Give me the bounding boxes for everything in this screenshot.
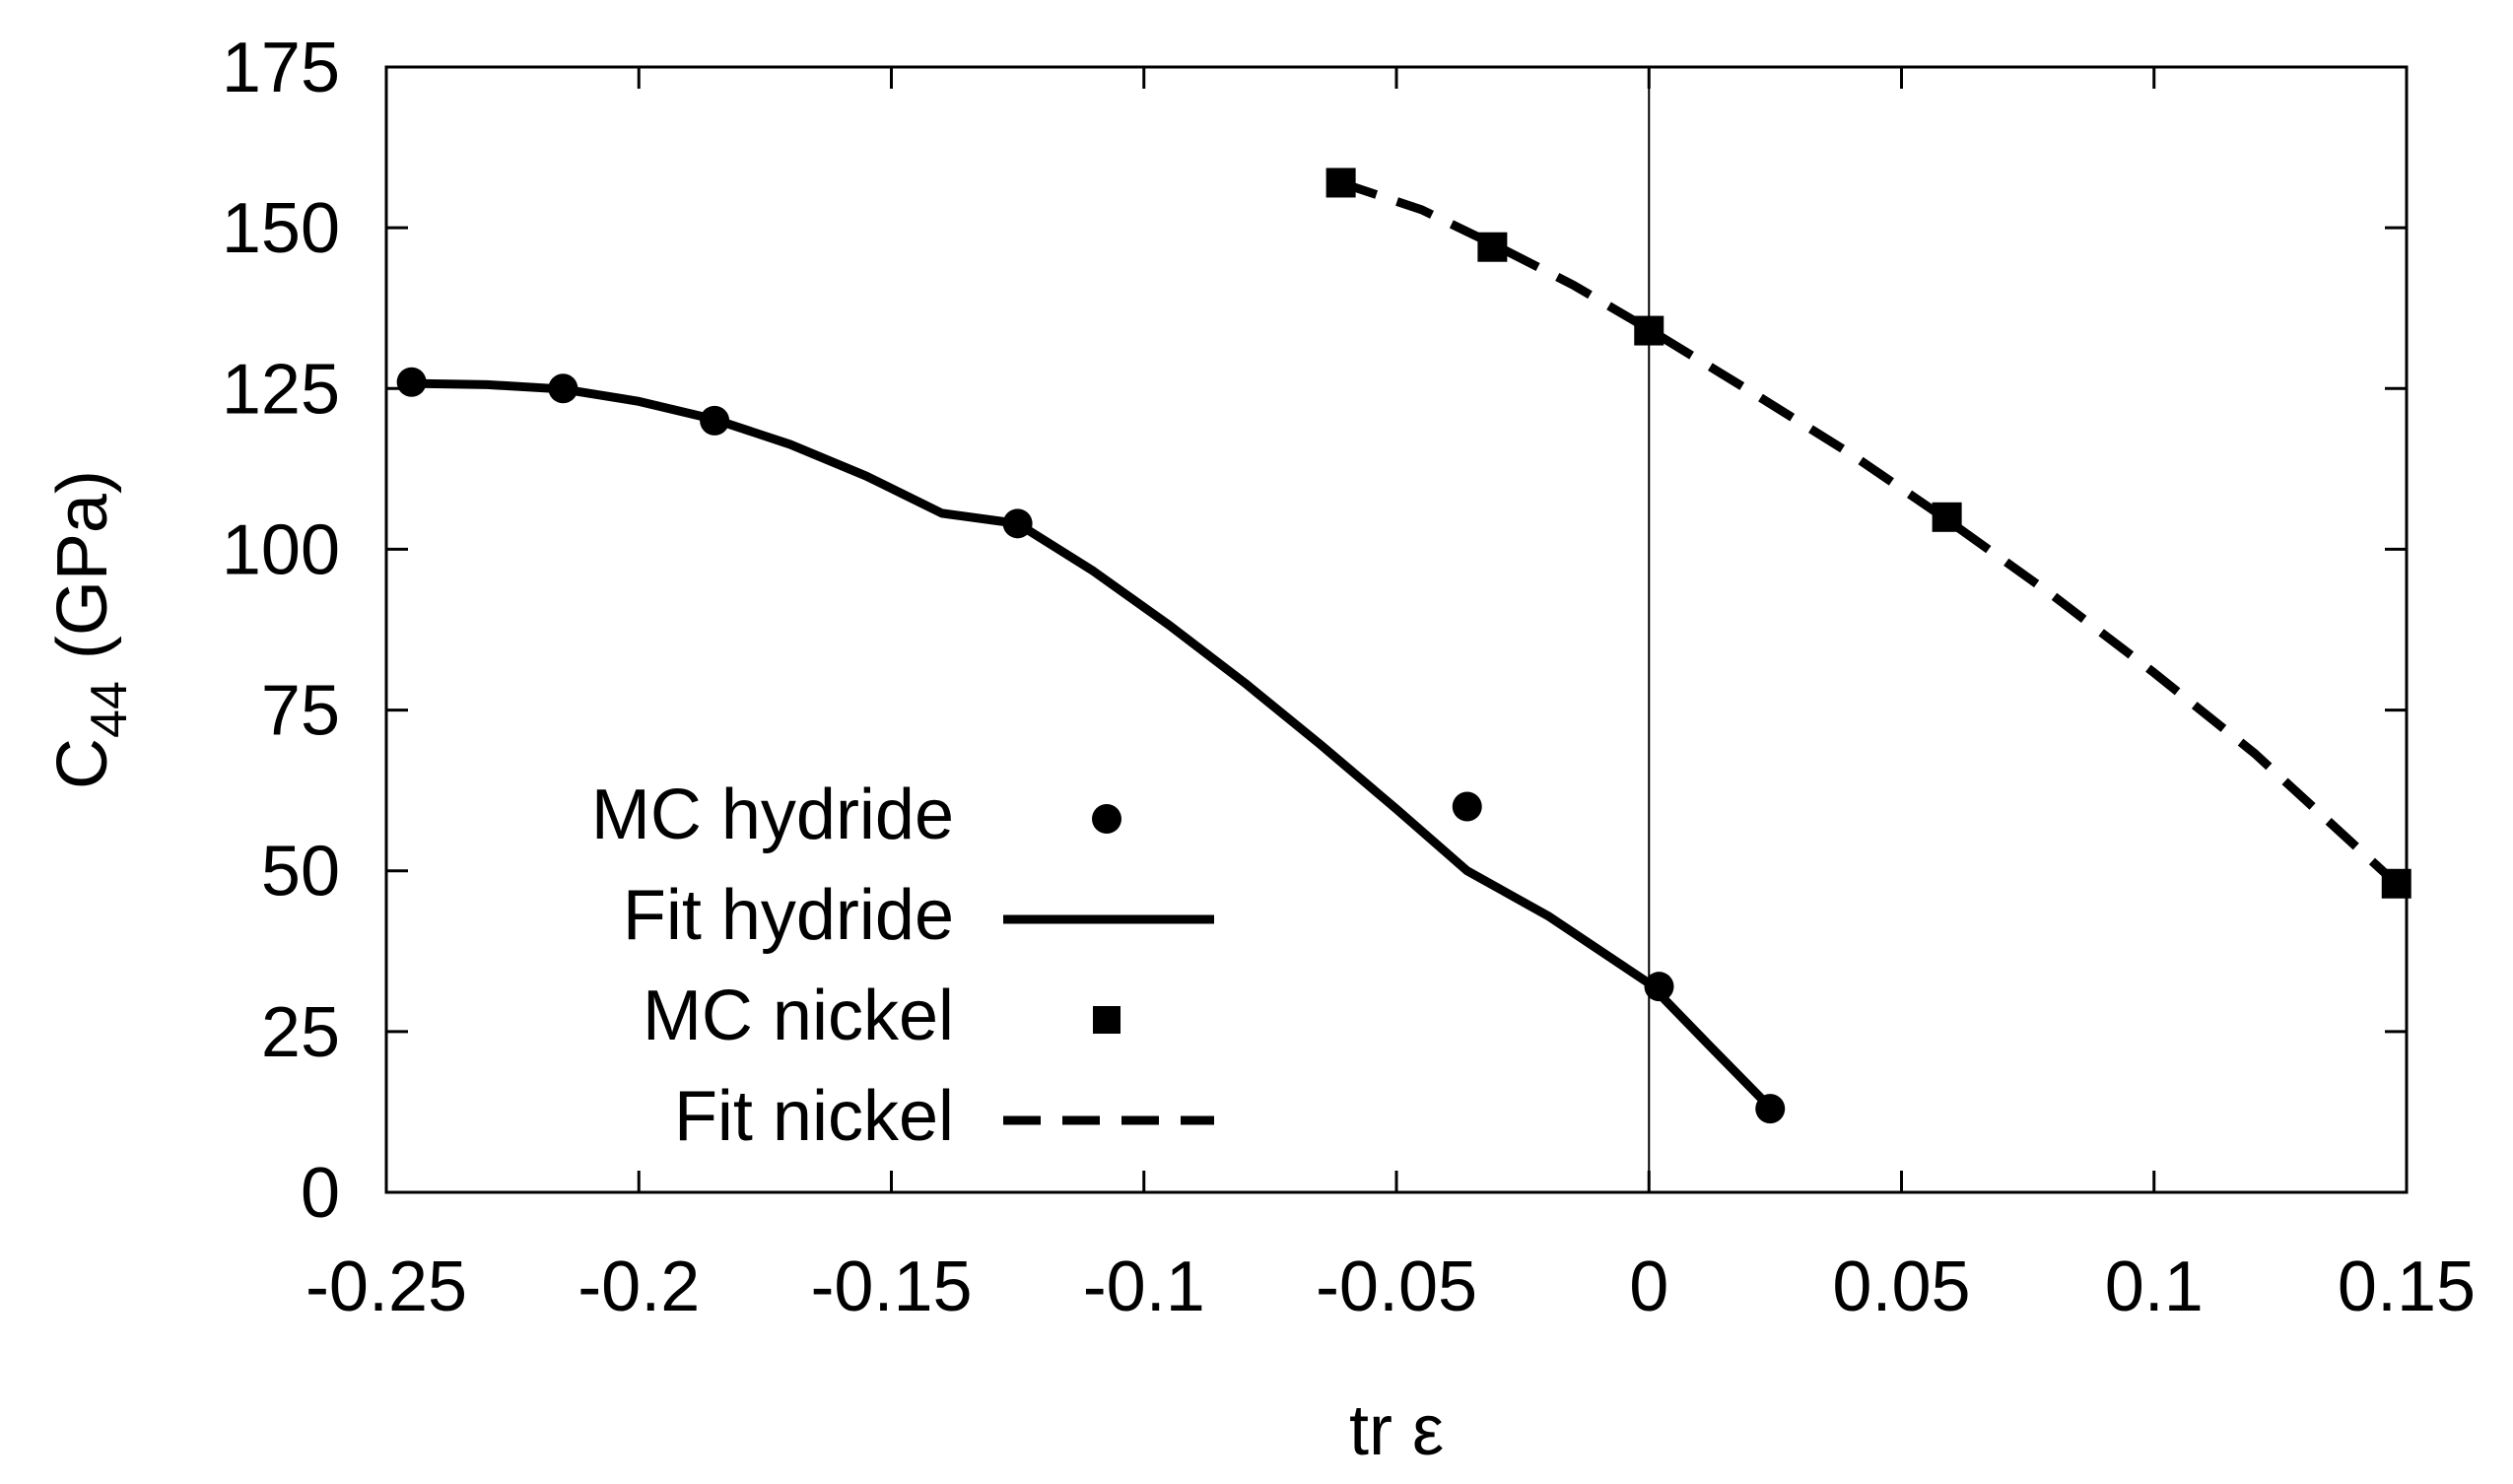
series-layer (396, 168, 2411, 1124)
point-mc-hydride (1644, 972, 1674, 1002)
point-mc-nickel (1325, 168, 1356, 198)
series-line-fit-nickel (1339, 178, 2400, 888)
point-mc-hydride (1452, 791, 1482, 822)
point-mc-hydride (548, 373, 578, 404)
x-tick-label: -0.1 (1083, 1248, 1205, 1326)
legend-label-mc-nickel: MC nickel (643, 977, 954, 1055)
x-tick-label: 0.05 (1832, 1248, 1970, 1326)
x-axis-title: tr ε (1349, 1391, 1444, 1470)
y-axis-title: C44 (GPa) (43, 470, 138, 789)
x-tick-label: -0.05 (1316, 1248, 1477, 1326)
legend-label-fit-nickel: Fit nickel (674, 1077, 954, 1156)
x-tick-label: -0.25 (306, 1248, 467, 1326)
point-mc-hydride (700, 405, 730, 436)
y-tick-label: 175 (222, 29, 340, 107)
y-axis-ticks: 0 25 50 75 100 125 150 175 (222, 29, 2407, 1233)
legend-label-fit-hydride: Fit hydride (623, 876, 954, 955)
x-tick-label: 0.15 (2338, 1248, 2476, 1326)
y-axis-title-main: C (43, 738, 122, 789)
y-tick-label: 50 (261, 833, 340, 911)
point-mc-nickel (1634, 315, 1664, 346)
legend-label-mc-hydride: MC hydride (591, 776, 954, 854)
y-axis-title-sub: 44 (81, 681, 138, 738)
y-tick-label: 100 (222, 510, 340, 589)
x-tick-label: 0 (1629, 1248, 1668, 1326)
legend: MC hydride Fit hydride MC nickel Fit nic… (591, 776, 1214, 1156)
point-mc-hydride (396, 367, 427, 397)
legend-marker-mc-hydride (1092, 804, 1121, 834)
x-tick-label: -0.15 (810, 1248, 972, 1326)
point-mc-hydride (1002, 508, 1033, 539)
y-axis-title-unit: (GPa) (43, 470, 122, 659)
x-axis-ticks: -0.25 -0.2 -0.15 -0.1 -0.05 0 0.05 0.1 0.15 (306, 67, 2476, 1326)
y-tick-label: 75 (261, 672, 340, 751)
y-tick-label: 25 (261, 993, 340, 1072)
point-mc-hydride (1755, 1094, 1786, 1124)
y-tick-label: 125 (222, 350, 340, 429)
x-tick-label: 0.1 (2105, 1248, 2204, 1326)
y-tick-label: 150 (222, 189, 340, 268)
series-line-fit-hydride (411, 378, 1774, 1112)
legend-marker-mc-nickel (1093, 1006, 1121, 1034)
y-tick-label: 0 (301, 1154, 340, 1233)
point-mc-nickel (1477, 232, 1508, 262)
x-tick-label: -0.2 (577, 1248, 700, 1326)
point-mc-nickel (2381, 868, 2411, 899)
svg-text:C44(GPa): C44 (GPa) (43, 470, 138, 789)
point-mc-nickel (1932, 502, 1962, 532)
